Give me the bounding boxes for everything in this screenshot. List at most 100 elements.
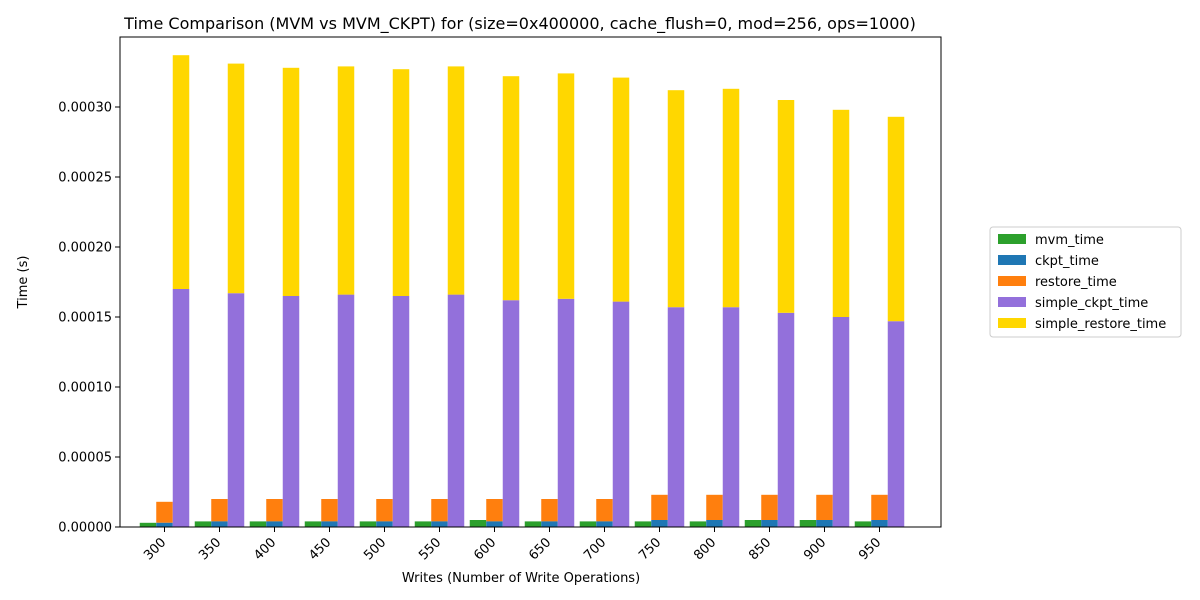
- bar-simple-ckpt-time: [337, 294, 355, 527]
- bar-simple-ckpt-time: [777, 312, 795, 527]
- y-tick-label: 0.00005: [58, 451, 112, 466]
- x-tick-label: 900: [801, 535, 829, 563]
- bar-simple-restore-time: [227, 63, 245, 294]
- x-tick-label: 600: [471, 535, 499, 563]
- bar-mvm-time: [469, 520, 487, 527]
- x-tick-label: 750: [636, 535, 664, 563]
- bar-mvm-time: [744, 520, 762, 527]
- bar-mvm-time: [249, 521, 267, 527]
- y-axis-label: Time (s): [16, 256, 31, 310]
- bar-restore-time: [431, 499, 448, 522]
- bar-mvm-time: [359, 521, 377, 527]
- bars-layer: [139, 55, 905, 527]
- bar-simple-restore-time: [667, 90, 685, 308]
- bar-mvm-time: [689, 521, 707, 527]
- legend-swatch: [998, 318, 1026, 328]
- bar-mvm-time: [304, 521, 322, 527]
- bar-simple-ckpt-time: [502, 300, 520, 527]
- x-tick-label: 350: [196, 535, 224, 563]
- bar-restore-time: [541, 499, 558, 522]
- bar-ckpt-time: [486, 521, 503, 527]
- x-tick-label: 300: [141, 535, 169, 563]
- bar-restore-time: [761, 494, 778, 520]
- bar-simple-ckpt-time: [227, 293, 245, 527]
- bar-restore-time: [266, 499, 283, 522]
- legend-frame: [989, 226, 1182, 338]
- y-axis: 0.00000 0.00005 0.00010 0.00015 0.00020 0.000…: [58, 101, 120, 536]
- plot-frame: [119, 36, 942, 528]
- bar-restore-time: [211, 499, 228, 522]
- bar-simple-ckpt-time: [282, 296, 300, 527]
- legend-label: ckpt_time: [1035, 254, 1099, 269]
- y-tick-label: 0.00010: [58, 381, 112, 396]
- bar-ckpt-time: [706, 520, 723, 527]
- legend-label: simple_restore_time: [1035, 317, 1166, 332]
- bar-simple-ckpt-time: [887, 321, 905, 527]
- bar-simple-ckpt-time: [722, 307, 740, 527]
- bar-simple-restore-time: [722, 88, 740, 308]
- bar-restore-time: [651, 494, 668, 520]
- bar-restore-time: [321, 499, 338, 522]
- x-tick-label: 950: [856, 535, 884, 563]
- bar-ckpt-time: [431, 521, 448, 527]
- bar-ckpt-time: [266, 521, 283, 527]
- bar-simple-ckpt-time: [832, 317, 850, 527]
- bar-ckpt-time: [321, 521, 338, 527]
- legend-swatch: [998, 297, 1026, 307]
- legend-label: simple_ckpt_time: [1035, 296, 1148, 311]
- bar-simple-restore-time: [557, 73, 575, 299]
- bar-ckpt-time: [156, 522, 173, 527]
- x-axis: 300 350 400 450 500 550 600 650 700 750 800 850 900 9…: [141, 527, 884, 563]
- legend-swatch: [998, 276, 1026, 286]
- y-tick-label: 0.00030: [58, 101, 112, 116]
- bar-simple-restore-time: [392, 69, 410, 296]
- bar-simple-restore-time: [777, 100, 795, 313]
- bar-simple-restore-time: [887, 116, 905, 322]
- bar-ckpt-time: [596, 521, 613, 527]
- bar-restore-time: [486, 499, 503, 522]
- bar-ckpt-time: [871, 520, 888, 527]
- bar-simple-ckpt-time: [557, 298, 575, 527]
- bar-mvm-time: [414, 521, 432, 527]
- bar-simple-ckpt-time: [612, 301, 630, 527]
- bar-restore-time: [376, 499, 393, 522]
- bar-ckpt-time: [816, 520, 833, 527]
- bar-ckpt-time: [211, 521, 228, 527]
- legend-swatch: [998, 234, 1026, 244]
- bar-simple-restore-time: [502, 76, 520, 301]
- bar-restore-time: [596, 499, 613, 522]
- x-tick-label: 650: [526, 535, 554, 563]
- x-tick-label: 550: [416, 535, 444, 563]
- bar-simple-ckpt-time: [447, 294, 465, 527]
- bar-mvm-time: [139, 522, 157, 527]
- bar-simple-restore-time: [612, 77, 630, 302]
- x-tick-label: 450: [306, 535, 334, 563]
- bar-simple-ckpt-time: [667, 307, 685, 527]
- bar-restore-time: [871, 494, 888, 520]
- legend-label: mvm_time: [1035, 233, 1104, 248]
- bar-simple-restore-time: [172, 55, 190, 290]
- bar-simple-ckpt-time: [392, 296, 410, 527]
- bar-ckpt-time: [761, 520, 778, 527]
- bar-simple-ckpt-time: [172, 289, 190, 527]
- x-tick-label: 800: [691, 535, 719, 563]
- bar-mvm-time: [194, 521, 212, 527]
- chart-title: Time Comparison (MVM vs MVM_CKPT) for (s…: [123, 14, 916, 34]
- x-tick-label: 500: [361, 535, 389, 563]
- y-tick-label: 0.00015: [58, 311, 112, 326]
- bar-mvm-time: [579, 521, 597, 527]
- legend-items: mvm_time ckpt_time restore_time simple_ckpt…: [998, 233, 1166, 332]
- bar-simple-restore-time: [337, 66, 355, 295]
- legend-swatch: [998, 255, 1026, 265]
- x-axis-label: Writes (Number of Write Operations): [402, 571, 640, 586]
- y-tick-label: 0.00020: [58, 241, 112, 256]
- bar-restore-time: [816, 494, 833, 520]
- bar-mvm-time: [524, 521, 542, 527]
- bar-simple-restore-time: [282, 67, 300, 296]
- x-tick-label: 700: [581, 535, 609, 563]
- y-tick-label: 0.00025: [58, 171, 112, 186]
- y-tick-label: 0.00000: [58, 521, 112, 536]
- x-tick-label: 850: [746, 535, 774, 563]
